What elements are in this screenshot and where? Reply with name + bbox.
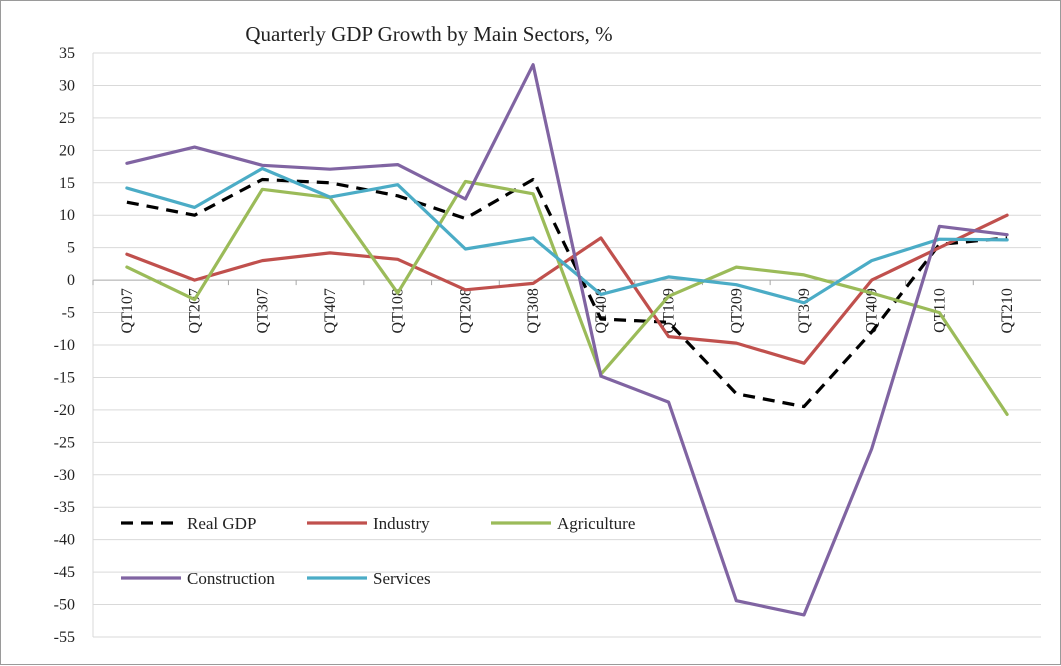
x-tick-label: QT207 <box>187 288 204 333</box>
y-tick-label: 15 <box>59 175 75 192</box>
y-tick-label: 10 <box>59 207 75 224</box>
x-tick-label: QT210 <box>999 288 1016 333</box>
legend: Real GDP Industry Agriculture Construction S… <box>121 514 635 588</box>
x-tick-label: QT107 <box>119 288 136 333</box>
y-tick-label: -45 <box>54 564 75 581</box>
series-line-industry <box>125 213 1009 365</box>
x-tick-label: QT307 <box>254 288 271 333</box>
x-axis: QT107 QT207 QT307 QT407 QT108 QT208 QT308 QT408… <box>92 280 1016 333</box>
x-tick-label: QT408 <box>593 288 610 333</box>
y-tick-label: -15 <box>54 369 75 386</box>
legend-label-services: Services <box>373 569 431 588</box>
y-tick-label: -35 <box>54 499 75 516</box>
y-tick-label: 25 <box>59 110 75 127</box>
y-tick-label: 20 <box>59 142 75 159</box>
legend-label-agriculture: Agriculture <box>557 514 635 533</box>
x-tick-label: QT209 <box>728 288 745 333</box>
x-tick-label: QT407 <box>322 288 339 333</box>
y-tick-label: -55 <box>54 629 75 646</box>
y-tick-label: -50 <box>54 597 75 614</box>
y-tick-label: 5 <box>67 240 75 257</box>
chart-title: Quarterly GDP Growth by Main Sectors, % <box>245 22 612 46</box>
gridlines <box>93 52 1041 638</box>
x-tick-label: QT409 <box>864 288 881 333</box>
x-tick-label: QT309 <box>796 288 813 333</box>
legend-label-construction: Construction <box>187 569 275 588</box>
series-line-construction <box>125 63 1009 617</box>
y-axis: 35 30 25 20 15 10 5 0 -5 -10 -15 -20 -25 -30 -35 -40 -45… <box>54 45 94 646</box>
series-line-real-gdp <box>126 177 1008 409</box>
y-tick-label: -10 <box>54 337 75 354</box>
y-tick-label: -20 <box>54 402 75 419</box>
y-tick-label: 35 <box>59 45 75 62</box>
y-tick-label: 0 <box>67 272 75 289</box>
y-tick-label: -5 <box>62 305 75 322</box>
y-tick-label: -40 <box>54 532 75 549</box>
series-line-services <box>125 166 1009 305</box>
x-tick-label: QT308 <box>525 288 542 333</box>
y-tick-label: -25 <box>54 434 75 451</box>
x-tick-label: QT208 <box>457 288 474 333</box>
y-tick-label: -30 <box>54 467 75 484</box>
legend-label-industry: Industry <box>373 514 430 533</box>
x-tick-label: QT108 <box>390 288 407 333</box>
y-tick-label: 30 <box>59 77 75 94</box>
legend-label-real-gdp: Real GDP <box>187 514 256 533</box>
series-lines <box>125 63 1009 617</box>
series-line-agriculture <box>125 179 1009 416</box>
